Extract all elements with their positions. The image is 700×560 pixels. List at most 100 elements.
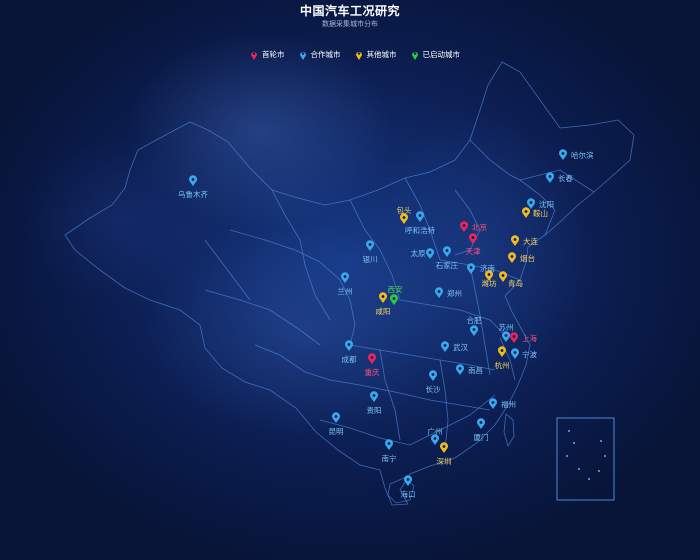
city-marker[interactable]: 济南 [466,263,495,274]
province-boundary [439,359,449,451]
city-marker[interactable]: 福州 [489,398,516,409]
map-pin-dot [513,351,517,354]
map-pin-dot [513,238,517,241]
city-marker[interactable]: 海口 [401,475,416,499]
legend-item-done[interactable]: 合作城市 [299,49,341,60]
city-marker[interactable]: 昆明 [329,412,344,436]
province-boundary [349,344,496,371]
city-label: 天津 [466,247,481,256]
map-pin-dot [428,251,432,254]
city-marker[interactable]: 石家庄 [436,246,459,270]
province-boundary [204,239,251,301]
map-pin-dot [406,478,410,481]
province-boundary [204,289,321,346]
city-marker[interactable]: 包头 [397,205,412,224]
map-pin-dot [472,328,476,331]
map-pin-dot [370,356,374,359]
city-marker[interactable]: 厦门 [474,418,489,442]
city-label: 昆明 [329,427,344,436]
city-label: 大连 [523,236,538,246]
city-marker[interactable]: 西安 [388,284,403,305]
city-marker[interactable]: 重庆 [365,353,380,377]
city-marker[interactable]: 乌鲁木齐 [178,175,208,199]
city-label: 北京 [472,222,487,232]
map-pin-dot [442,445,446,448]
city-marker[interactable]: 南宁 [382,439,397,463]
city-marker[interactable]: 银川 [363,240,378,264]
city-marker[interactable]: 宁波 [511,348,537,359]
city-label: 重庆 [365,367,380,377]
city-label: 烟台 [520,253,535,263]
city-label: 长沙 [426,384,441,394]
city-marker[interactable]: 深圳 [437,442,452,466]
city-marker[interactable]: 潍坊 [482,270,497,288]
legend-label: 首轮市 [262,50,285,59]
province-boundary [499,337,516,381]
city-marker[interactable]: 合肥 [467,315,482,336]
city-marker[interactable]: 大连 [511,235,538,246]
city-label: 武汉 [453,342,468,352]
city-marker[interactable]: 兰州 [338,272,353,296]
city-marker[interactable]: 呼和浩特 [405,211,435,235]
city-marker[interactable]: 北京 [460,221,487,232]
city-label: 咸阳 [376,306,391,316]
city-label: 郑州 [447,288,462,298]
city-marker[interactable]: 沈阳 [527,198,554,209]
map-pin-dot [437,290,441,293]
city-marker[interactable]: 广州 [428,426,443,445]
city-marker[interactable]: 咸阳 [376,292,391,316]
map-pin-dot [381,295,385,298]
legend: 首轮市 合作城市 其他城市 已启动城市 [250,49,460,60]
city-marker[interactable]: 武汉 [441,341,468,352]
city-label: 兰州 [338,286,353,296]
page-title: 中国汽车工况研究 [299,4,400,18]
city-marker[interactable]: 太原 [411,248,435,259]
map-pin-dot [343,275,347,278]
city-label: 潍坊 [482,278,497,288]
city-marker[interactable]: 青岛 [499,271,523,288]
city-label: 鞍山 [533,208,548,218]
city-marker[interactable]: 南昌 [456,364,483,375]
city-marker[interactable]: 天津 [466,233,481,256]
city-marker[interactable]: 长沙 [426,370,441,394]
province-boundary [409,394,496,446]
legend-item-started[interactable]: 已启动城市 [411,49,460,60]
province-boundary [254,344,331,381]
legend-item-first[interactable]: 首轮市 [250,49,285,60]
map-pin-dot [504,334,508,337]
city-label: 海口 [401,489,416,499]
city-label: 呼和浩特 [405,225,435,235]
province-boundary [319,261,356,346]
map-pin-dot [487,273,491,276]
city-marker[interactable]: 上海 [509,332,537,343]
city-label: 杭州 [495,360,510,370]
city-label: 厦门 [474,433,489,442]
city-label: 宁波 [522,349,537,359]
city-marker[interactable]: 郑州 [434,287,462,298]
map-pin-dot [431,373,435,376]
city-marker[interactable]: 鞍山 [522,207,548,218]
city-label: 南宁 [382,453,397,463]
map-pin-dot [433,437,437,440]
map-pin-dot [529,201,533,204]
city-label: 广州 [428,426,443,436]
city-marker[interactable]: 烟台 [507,252,535,263]
legend-pin-icon [251,51,257,60]
city-marker[interactable]: 成都 [342,340,357,364]
city-marker[interactable]: 哈尔滨 [559,149,594,160]
map-boundaries [64,61,635,506]
city-label: 南昌 [468,365,483,375]
province-boundary [469,264,491,376]
city-marker[interactable]: 贵阳 [367,391,382,415]
city-label: 沈阳 [539,199,554,209]
legend-label: 其他城市 [366,50,397,59]
legend-item-other[interactable]: 其他城市 [355,49,397,60]
city-marker[interactable]: 苏州 [499,322,514,342]
city-label: 太原 [411,248,426,258]
city-marker[interactable]: 长春 [546,172,573,183]
province-boundary [519,179,556,236]
map-pin-dot [512,335,516,338]
city-marker[interactable]: 杭州 [495,346,510,370]
map-pin-dot [443,344,447,347]
